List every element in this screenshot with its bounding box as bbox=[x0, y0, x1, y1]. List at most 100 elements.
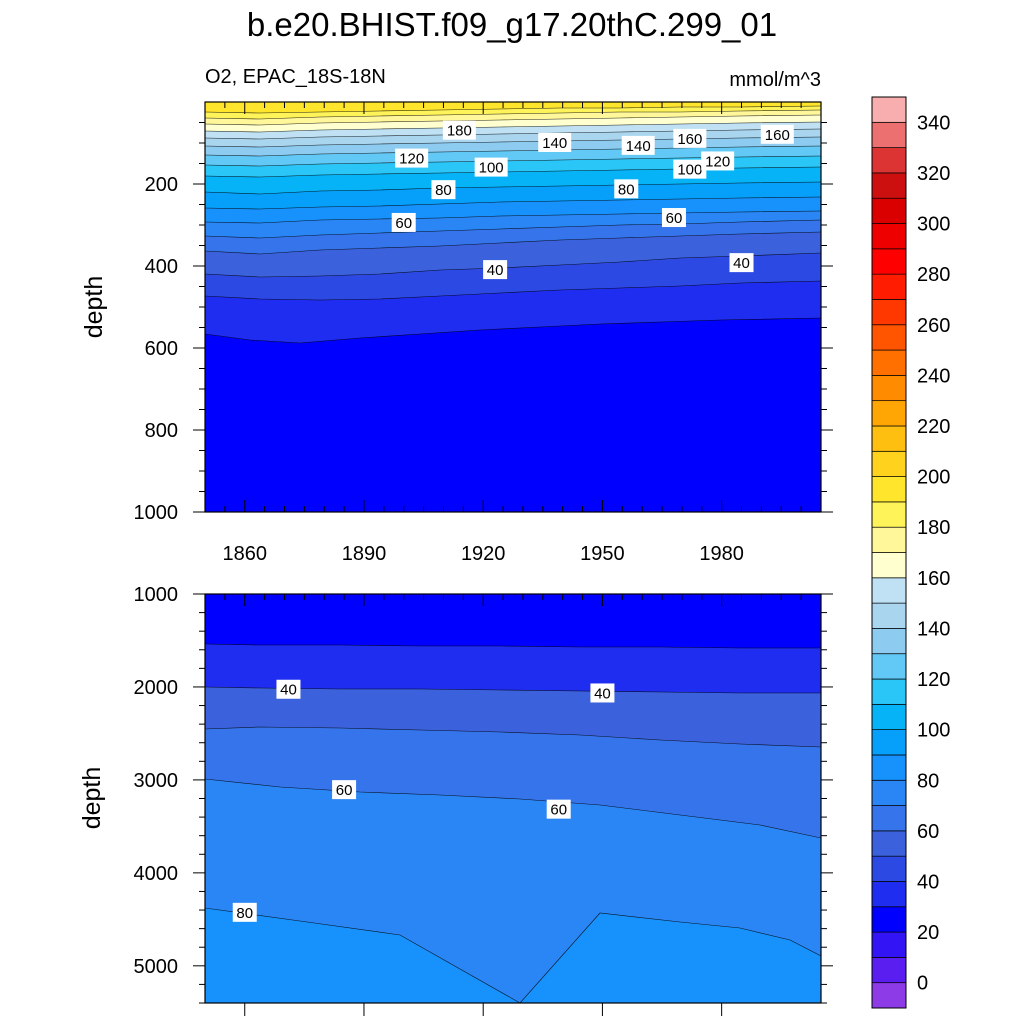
contour-label: 140 bbox=[621, 135, 655, 155]
contour-label-text: 160 bbox=[765, 127, 790, 144]
colorbar-swatch bbox=[871, 779, 907, 806]
contour-label-box bbox=[442, 120, 476, 140]
contour-label: 80 bbox=[614, 179, 639, 199]
top-x-tick-label: 1920 bbox=[461, 543, 506, 565]
top-x-tick-label: 1950 bbox=[580, 543, 625, 565]
bottom-y-tick-label: 3000 bbox=[134, 770, 179, 792]
colorbar-swatch bbox=[871, 425, 907, 452]
colorbar-swatch bbox=[871, 957, 907, 984]
bottom-band-30 bbox=[205, 594, 821, 648]
colorbar-swatch bbox=[871, 805, 907, 832]
colorbar-tick-label: 240 bbox=[917, 365, 950, 387]
colorbar-tick-label: 100 bbox=[917, 720, 950, 742]
colorbar-swatch bbox=[871, 855, 907, 882]
contour-label-box bbox=[431, 180, 456, 200]
colorbar-tick-label: 120 bbox=[917, 669, 950, 691]
colorbar-swatch bbox=[871, 931, 907, 958]
bottom-y-tick-label: 2000 bbox=[134, 677, 179, 699]
page-title: b.e20.BHIST.f09_g17.20thC.299_01 bbox=[246, 6, 778, 43]
contour-label: 80 bbox=[232, 902, 257, 922]
colorbar-swatch bbox=[871, 147, 907, 174]
contour-label-box bbox=[621, 135, 655, 155]
contour-label-box bbox=[232, 902, 257, 922]
colorbar-tick-label: 0 bbox=[917, 973, 928, 995]
contour-label-box bbox=[276, 679, 301, 699]
colorbar-swatch bbox=[871, 375, 907, 402]
contour-label-box bbox=[332, 780, 357, 800]
subtitle-left: O2, EPAC_18S-18N bbox=[205, 66, 386, 88]
contour-label-text: 120 bbox=[705, 153, 730, 170]
colorbar-swatch bbox=[871, 678, 907, 705]
top-axis-ticks bbox=[193, 102, 833, 513]
bottom-y-axis-label: depth bbox=[78, 767, 106, 830]
contour-label: 120 bbox=[395, 148, 429, 168]
contour-label: 60 bbox=[391, 212, 416, 232]
contour-label: 40 bbox=[729, 253, 754, 273]
contour-label-text: 60 bbox=[550, 802, 567, 819]
contour-label-text: 60 bbox=[395, 215, 412, 232]
colorbar-tick-label: 160 bbox=[917, 568, 950, 590]
contour-label-text: 140 bbox=[626, 138, 651, 155]
colorbar bbox=[871, 96, 907, 1009]
contour-label-text: 60 bbox=[336, 782, 353, 799]
top-x-tick-label: 1860 bbox=[222, 543, 267, 565]
bottom-axis-ticks bbox=[193, 593, 833, 1016]
colorbar-tick-label: 20 bbox=[917, 922, 939, 944]
bottom-tick-labels: 1000 2000 3000 4000 5000 bbox=[134, 584, 179, 978]
top-y-tick-label: 200 bbox=[145, 174, 178, 196]
colorbar-tick-label: 260 bbox=[917, 315, 950, 337]
contour-label: 60 bbox=[332, 780, 357, 800]
contour-label-box bbox=[701, 151, 735, 171]
colorbar-swatch bbox=[871, 982, 907, 1009]
top-y-tick-label: 400 bbox=[145, 256, 178, 278]
contour-label: 180 bbox=[442, 120, 476, 140]
top-x-tick-label: 1980 bbox=[699, 543, 744, 565]
contour-label-box bbox=[474, 157, 508, 177]
colorbar-swatch bbox=[871, 248, 907, 275]
bottom-contour-labels: 40 40 60 60 80 bbox=[232, 679, 615, 922]
top-y-axis-label: depth bbox=[80, 276, 108, 339]
colorbar-tick-label: 340 bbox=[917, 112, 950, 134]
colorbar-swatch bbox=[871, 400, 907, 427]
contour-label-text: 80 bbox=[618, 181, 635, 198]
contour-label-text: 80 bbox=[435, 182, 452, 199]
colorbar-swatch bbox=[871, 450, 907, 477]
colorbar-tick-label: 40 bbox=[917, 871, 939, 893]
colorbar-swatch bbox=[871, 906, 907, 933]
colorbar-tick-label: 140 bbox=[917, 618, 950, 640]
contour-label: 40 bbox=[483, 260, 508, 280]
contour-label-text: 40 bbox=[487, 262, 504, 279]
colorbar-tick-label: 80 bbox=[917, 770, 939, 792]
contour-label-box bbox=[395, 148, 429, 168]
contour-label: 160 bbox=[673, 128, 707, 148]
top-y-tick-label: 800 bbox=[145, 420, 178, 442]
colorbar-swatch bbox=[871, 172, 907, 199]
colorbar-swatch bbox=[871, 324, 907, 351]
contour-label: 100 bbox=[673, 159, 707, 179]
contour-label-box bbox=[546, 799, 571, 819]
contour-label-text: 180 bbox=[447, 123, 472, 140]
contour-label-text: 100 bbox=[479, 160, 504, 177]
colorbar-swatch bbox=[871, 830, 907, 857]
contour-label: 100 bbox=[474, 157, 508, 177]
colorbar-swatch bbox=[871, 628, 907, 655]
contour-label: 40 bbox=[590, 683, 615, 703]
top-tick-labels: 1860 1890 1920 1950 1980 200 400 600 800 1000 bbox=[134, 174, 744, 565]
contour-label-box bbox=[614, 179, 639, 199]
colorbar-swatch bbox=[871, 552, 907, 579]
contour-label-text: 120 bbox=[399, 151, 424, 168]
colorbar-tick-label: 220 bbox=[917, 416, 950, 438]
colorbar-swatch bbox=[871, 476, 907, 503]
colorbar-swatch bbox=[871, 881, 907, 908]
contour-label-box bbox=[760, 124, 794, 144]
colorbar-tick-label: 300 bbox=[917, 214, 950, 236]
contour-label: 60 bbox=[661, 208, 686, 228]
contour-label-box bbox=[729, 253, 754, 273]
colorbar-swatch bbox=[871, 703, 907, 730]
contour-label-box bbox=[590, 683, 615, 703]
contour-label-text: 100 bbox=[677, 162, 702, 179]
colorbar-tick-label: 280 bbox=[917, 264, 950, 286]
contour-label-text: 40 bbox=[594, 685, 611, 702]
